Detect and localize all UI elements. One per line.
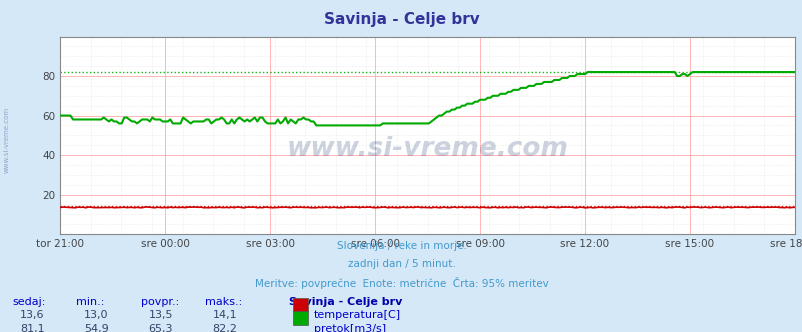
Text: www.si-vreme.com: www.si-vreme.com	[286, 136, 568, 162]
Text: 13,0: 13,0	[84, 310, 108, 320]
Text: 81,1: 81,1	[20, 324, 44, 332]
Text: sedaj:: sedaj:	[12, 297, 46, 307]
Text: 54,9: 54,9	[84, 324, 108, 332]
Text: zadnji dan / 5 minut.: zadnji dan / 5 minut.	[347, 259, 455, 269]
Text: 14,1: 14,1	[213, 310, 237, 320]
Text: Meritve: povprečne  Enote: metrične  Črta: 95% meritev: Meritve: povprečne Enote: metrične Črta:…	[254, 277, 548, 289]
Text: pretok[m3/s]: pretok[m3/s]	[314, 324, 386, 332]
Text: temperatura[C]: temperatura[C]	[314, 310, 400, 320]
Text: 13,6: 13,6	[20, 310, 44, 320]
Text: Savinja - Celje brv: Savinja - Celje brv	[289, 297, 402, 307]
Text: maks.:: maks.:	[205, 297, 241, 307]
Text: min.:: min.:	[76, 297, 104, 307]
Text: 65,3: 65,3	[148, 324, 172, 332]
Text: 82,2: 82,2	[213, 324, 237, 332]
Text: Slovenija / reke in morje.: Slovenija / reke in morje.	[336, 241, 466, 251]
Text: povpr.:: povpr.:	[140, 297, 179, 307]
Text: 13,5: 13,5	[148, 310, 172, 320]
Text: Savinja - Celje brv: Savinja - Celje brv	[323, 12, 479, 27]
Text: www.si-vreme.com: www.si-vreme.com	[3, 106, 10, 173]
